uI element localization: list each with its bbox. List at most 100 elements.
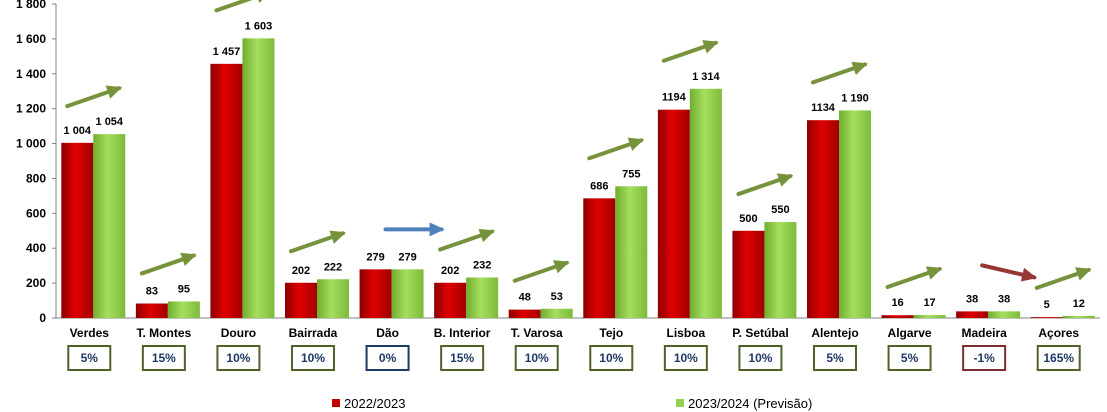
change-box bbox=[365, 345, 410, 371]
value-label-2022-2023: 202 bbox=[292, 265, 310, 277]
bar-2023-2024 bbox=[317, 279, 349, 318]
y-tick-label: 800 bbox=[26, 171, 46, 185]
category-label: T. Varosa bbox=[511, 326, 563, 340]
change-box bbox=[216, 345, 261, 371]
bar-2022-2023 bbox=[657, 109, 690, 318]
change-pct-label: 10% bbox=[226, 351, 250, 365]
value-label-2022-2023: 1 457 bbox=[213, 46, 241, 58]
value-label-2023-2024: 95 bbox=[178, 283, 190, 295]
bar-2023-2024 bbox=[466, 277, 499, 318]
value-label-2022-2023: 1 004 bbox=[64, 125, 92, 137]
trend-arrows bbox=[65, 0, 1092, 290]
category-label: P. Setúbal bbox=[732, 326, 788, 340]
change-box bbox=[813, 345, 857, 371]
change-box bbox=[141, 345, 186, 371]
bar-2023-2024 bbox=[839, 110, 871, 319]
value-label-2022-2023: 38 bbox=[966, 293, 978, 305]
trend-arrow-head bbox=[180, 252, 197, 266]
change-box bbox=[514, 345, 559, 371]
trend-arrow-head bbox=[429, 222, 445, 237]
trend-arrow-head bbox=[478, 228, 495, 243]
change-box bbox=[663, 345, 708, 371]
value-label-2023-2024: 550 bbox=[771, 204, 789, 216]
legend-label-2022-2023: 2022/2023 bbox=[344, 396, 405, 411]
bar-2023-2024 bbox=[615, 186, 648, 318]
value-label-2023-2024: 12 bbox=[1073, 298, 1085, 310]
change-boxes: 5% 15% 10% 10% 0% 15% 10% 10% 10% 10% 5% 5% -1% 165% bbox=[67, 345, 1081, 371]
category-label: Alentejo bbox=[811, 326, 858, 340]
category-label: Dão bbox=[376, 326, 399, 340]
legend-label-2023-2024: 2023/2024 (Previsão) bbox=[688, 396, 812, 411]
value-label-2022-2023: 279 bbox=[366, 251, 384, 263]
trend-arrow-head bbox=[1075, 267, 1092, 281]
change-box bbox=[962, 345, 1007, 371]
y-tick-label: 1 400 bbox=[16, 67, 46, 81]
category-label: Açores bbox=[1038, 326, 1079, 340]
legend-swatch-2022-2023 bbox=[332, 399, 340, 407]
trend-arrow-head bbox=[258, 0, 263, 3]
bar-2022-2023 bbox=[135, 303, 168, 318]
trend-arrow-head bbox=[776, 173, 794, 187]
bar-2022-2023 bbox=[359, 269, 392, 318]
category-label: T. Montes bbox=[137, 326, 192, 340]
change-pct-label: 10% bbox=[599, 351, 623, 365]
value-label-2022-2023: 202 bbox=[441, 265, 459, 277]
category-label: Bairrada bbox=[289, 326, 338, 340]
value-label-2023-2024: 755 bbox=[622, 168, 640, 180]
change-box bbox=[440, 345, 485, 371]
bar-2023-2024 bbox=[242, 38, 275, 319]
bar-2023-2024 bbox=[540, 308, 573, 318]
value-label-2022-2023: 1194 bbox=[662, 92, 687, 104]
change-pct-label: 5% bbox=[901, 351, 919, 365]
change-pct-label: 10% bbox=[525, 351, 549, 365]
bar-2022-2023 bbox=[732, 230, 765, 318]
value-label-2023-2024: 1 054 bbox=[96, 116, 124, 128]
axes: 0 200 400 600 800 1 000 1 200 1 400 1 600 1 800 bbox=[16, 0, 1100, 325]
trend-arrow-head bbox=[553, 260, 570, 274]
bar-2022-2023 bbox=[807, 120, 839, 319]
bar-2023-2024 bbox=[93, 134, 126, 318]
change-box bbox=[1036, 345, 1081, 371]
change-box bbox=[67, 345, 112, 371]
trend-arrow-head bbox=[851, 61, 868, 75]
change-pct-label: 5% bbox=[81, 351, 99, 365]
bar-2022-2023 bbox=[61, 142, 94, 318]
y-tick-label: 1 000 bbox=[16, 137, 46, 151]
bar-2022-2023 bbox=[285, 282, 317, 318]
trend-arrow-head bbox=[702, 40, 719, 54]
bar-2022-2023 bbox=[583, 198, 616, 318]
change-box bbox=[887, 345, 932, 371]
change-pct-label: 165% bbox=[1043, 351, 1074, 365]
change-pct-label: -1% bbox=[973, 351, 995, 365]
value-label-2022-2023: 5 bbox=[1044, 299, 1050, 311]
change-box bbox=[738, 345, 783, 371]
value-label-2023-2024: 1 603 bbox=[245, 20, 273, 32]
category-label: Lisboa bbox=[667, 326, 706, 340]
bar-2022-2023 bbox=[210, 63, 243, 319]
trend-arrow-head bbox=[627, 137, 645, 151]
value-label-2023-2024: 279 bbox=[398, 251, 416, 263]
bar-2023-2024 bbox=[913, 315, 946, 318]
change-pct-label: 10% bbox=[748, 351, 772, 365]
value-label-2023-2024: 1 190 bbox=[841, 92, 869, 104]
bar-2023-2024 bbox=[1062, 315, 1095, 318]
y-tick-label: 0 bbox=[39, 311, 46, 325]
value-label-2023-2024: 232 bbox=[473, 260, 491, 272]
value-label-2023-2024: 53 bbox=[551, 291, 563, 303]
value-label-2023-2024: 17 bbox=[923, 297, 935, 309]
y-tick-label: 200 bbox=[26, 276, 46, 290]
category-label: Algarve bbox=[888, 326, 932, 340]
trend-arrow-head bbox=[925, 266, 943, 280]
bar-2023-2024 bbox=[988, 311, 1021, 318]
trend-arrow-head bbox=[105, 85, 123, 99]
bar-2023-2024 bbox=[689, 88, 722, 318]
value-label-2023-2024: 38 bbox=[998, 293, 1010, 305]
category-label: Verdes bbox=[70, 326, 110, 340]
change-pct-label: 15% bbox=[450, 351, 474, 365]
labels: 1 004 1 054 Verdes 83 95 T. Montes 1 457 1 603 D… bbox=[64, 20, 1085, 340]
y-tick-label: 600 bbox=[26, 206, 46, 220]
trend-arrow-head bbox=[329, 230, 346, 244]
bar-2022-2023 bbox=[434, 282, 467, 318]
value-label-2022-2023: 500 bbox=[739, 213, 757, 225]
